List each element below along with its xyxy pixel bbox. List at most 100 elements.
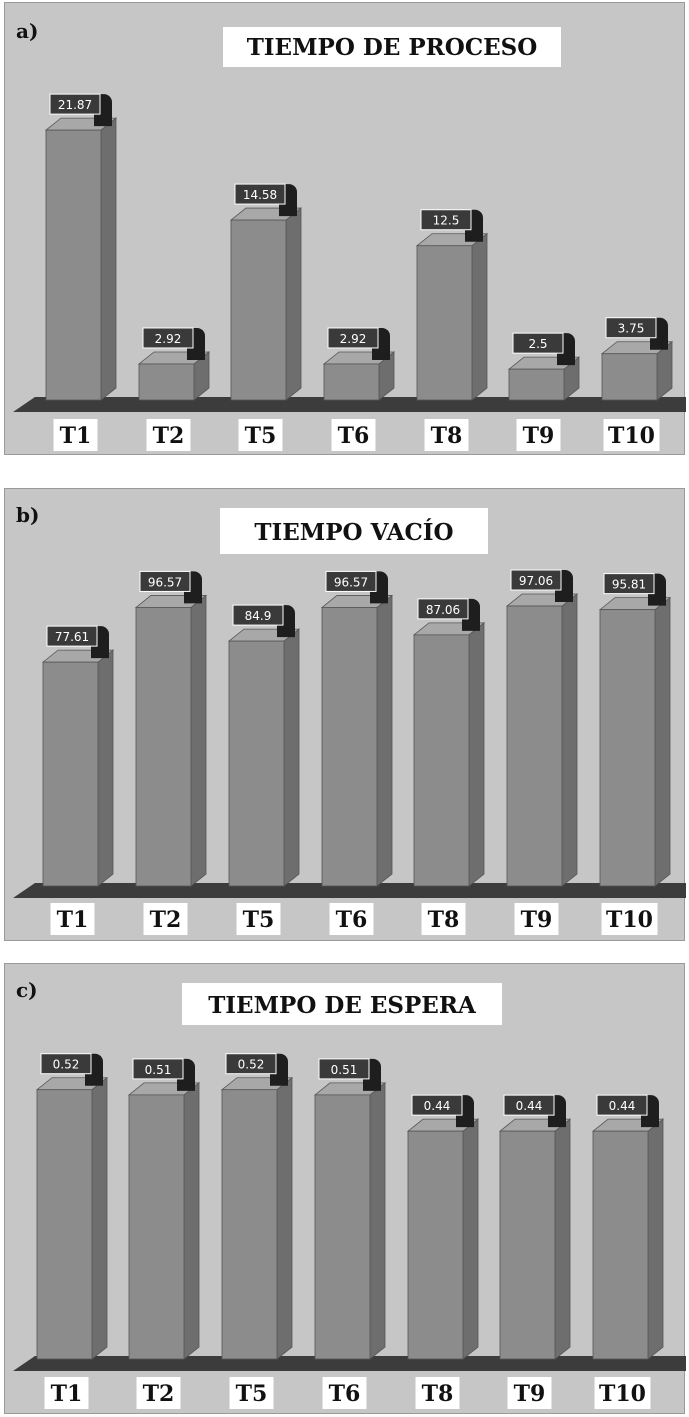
bar-t9: 2.5	[507, 332, 581, 401]
bar-side	[462, 1118, 479, 1360]
value-label-box	[232, 604, 284, 626]
bar-t2: 0.51	[127, 1058, 201, 1360]
bar-t8: 0.44	[406, 1094, 480, 1360]
bar-side	[91, 1076, 108, 1360]
category-label-box	[322, 1377, 367, 1409]
category-label-t9: T9	[523, 423, 555, 449]
category-label-box	[236, 903, 281, 935]
bar-t5: 0.52	[220, 1053, 294, 1360]
bar-side	[468, 622, 485, 887]
chart-a-svg: a) TIEMPO DE PROCESO 21.87 T1 2.92 T2 14.58 T5 2…	[13, 19, 686, 451]
value-label: 2.92	[155, 332, 182, 346]
category-label-t1: T1	[57, 907, 89, 933]
category-label-box	[601, 903, 658, 935]
value-label: 2.5	[528, 337, 547, 351]
category-label-box	[424, 419, 469, 451]
panel-label-a: a)	[16, 19, 38, 43]
chart-panel-c: c) TIEMPO DE ESPERA 0.52 T1 0.51 T2 0.52 T5 0.51…	[4, 963, 686, 1414]
value-label-box	[132, 1058, 184, 1080]
chart-floor	[13, 397, 686, 412]
category-label-box	[329, 903, 374, 935]
value-label-box	[225, 1053, 277, 1075]
bar-t5: 84.9	[227, 604, 301, 887]
value-label: 3.75	[618, 322, 645, 336]
category-label-t8: T8	[422, 1381, 454, 1407]
bar-front	[42, 661, 99, 887]
category-label-t9: T9	[521, 907, 553, 933]
value-label: 21.87	[58, 98, 92, 112]
bar-t6: 96.57	[320, 570, 394, 887]
bar-t10: 3.75	[600, 317, 674, 401]
bar-front	[228, 640, 285, 887]
category-label-t2: T2	[143, 1381, 175, 1407]
bar-side	[647, 1118, 664, 1360]
panel-label-b: b)	[16, 503, 39, 527]
panel-label-c: c)	[16, 978, 38, 1002]
bar-side	[369, 1082, 386, 1360]
value-label-box	[234, 183, 286, 205]
value-label-box	[605, 317, 657, 339]
bar-front	[499, 1130, 556, 1360]
category-label-box	[50, 903, 95, 935]
category-label-t8: T8	[431, 423, 463, 449]
category-label-box	[143, 903, 188, 935]
bar-side	[376, 594, 393, 887]
category-label-t8: T8	[428, 907, 460, 933]
bar-side	[654, 596, 671, 887]
value-label-box	[420, 209, 472, 231]
bar-t8: 87.06	[412, 598, 486, 887]
bar-t9: 97.06	[505, 569, 579, 887]
bar-front	[599, 609, 656, 887]
bar-front	[592, 1130, 649, 1360]
category-label-t10: T10	[599, 1381, 646, 1407]
value-label-box	[596, 1094, 648, 1116]
category-label-box	[603, 419, 660, 451]
category-label-t9: T9	[514, 1381, 546, 1407]
category-label-box	[229, 1377, 274, 1409]
bar-side	[276, 1076, 293, 1360]
value-label: 12.5	[433, 214, 460, 228]
value-label-box	[510, 569, 562, 591]
value-label-box	[512, 332, 564, 354]
value-label-box	[139, 570, 191, 592]
value-label-box	[417, 598, 469, 620]
bar-front	[128, 1094, 185, 1360]
category-label-box	[146, 419, 191, 451]
value-label: 96.57	[148, 575, 182, 589]
chart-title: TIEMPO DE ESPERA	[208, 992, 477, 1019]
value-label-box	[142, 327, 194, 349]
value-label-box	[411, 1094, 463, 1116]
bar-t8: 12.5	[415, 209, 489, 401]
bar-t2: 96.57	[134, 570, 208, 887]
bar-side	[283, 628, 300, 887]
category-label-t1: T1	[51, 1381, 83, 1407]
chart-title-box	[182, 983, 502, 1025]
category-label-t5: T5	[245, 423, 277, 449]
value-label-box	[503, 1094, 555, 1116]
category-label-t2: T2	[153, 423, 185, 449]
value-label-box	[603, 573, 655, 595]
chart-panel-a: a) TIEMPO DE PROCESO 21.87 T1 2.92 T2 14.58 T5 2…	[4, 2, 686, 455]
category-label-t2: T2	[150, 907, 182, 933]
value-label-box	[327, 327, 379, 349]
chart-floor	[13, 1356, 686, 1371]
bar-front	[221, 1089, 278, 1360]
bar-t5: 14.58	[229, 183, 303, 401]
bar-side	[190, 594, 207, 887]
value-label: 97.06	[519, 574, 553, 588]
value-label: 0.44	[609, 1099, 636, 1113]
bar-side	[561, 593, 578, 887]
bar-t6: 2.92	[322, 327, 396, 401]
value-label: 0.51	[331, 1063, 358, 1077]
category-label-t5: T5	[243, 907, 275, 933]
bar-front	[413, 634, 470, 887]
bar-front	[321, 607, 378, 887]
value-label: 96.57	[334, 575, 368, 589]
value-label: 14.58	[243, 188, 277, 202]
bar-t2: 2.92	[137, 327, 211, 401]
bar-front	[314, 1094, 371, 1360]
bar-front	[323, 363, 380, 401]
value-label-box	[40, 1053, 92, 1075]
bar-side	[183, 1082, 200, 1360]
bar-front	[45, 129, 102, 401]
